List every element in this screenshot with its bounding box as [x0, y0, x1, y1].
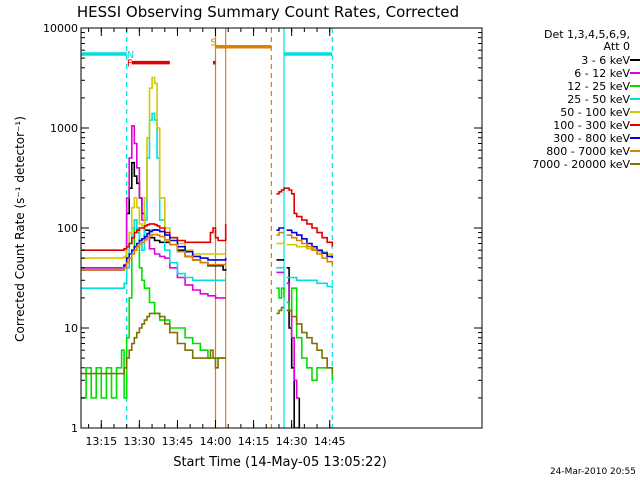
footer-timestamp: 24-Mar-2010 20:55: [550, 467, 636, 477]
series-line-8-1: [276, 306, 284, 315]
series-line-5-0: [81, 223, 227, 251]
y-tick-label-0: 1: [71, 422, 78, 435]
legend-label-7: 800 - 7000 keV: [546, 145, 630, 158]
x-tick-label-0: 13:15: [85, 435, 117, 448]
series-line-6-0: [81, 229, 227, 271]
flag-label-N: N: [127, 50, 134, 61]
x-axis-label: Start Time (14-May-05 13:05:22): [173, 455, 387, 470]
series-line-7-0: [81, 233, 227, 271]
legend-label-5: 100 - 300 keV: [553, 119, 630, 132]
series-line-8-2: [286, 309, 334, 374]
series-line-6-2: [286, 229, 334, 259]
series-line-2-1: [276, 287, 285, 299]
series-line-5-1: [276, 187, 334, 247]
legend-label-0: 3 - 6 keV: [581, 54, 630, 67]
series-line-8-0: [81, 312, 226, 375]
plot-area: NF S 1 10 100 1000 10000 13:15 13:30 13:45 14:00 14…: [43, 22, 483, 448]
y-tick-label-4: 10000: [43, 22, 78, 35]
x-tick-label-3: 14:00: [200, 435, 232, 448]
legend-label-3: 25 - 50 keV: [567, 93, 630, 106]
flag-label-S: S: [211, 38, 217, 49]
series-line-3-2: [286, 276, 334, 289]
x-tick-label-2: 13:45: [162, 435, 194, 448]
series-line-1-2: [286, 282, 300, 399]
series-line-3-0: [81, 112, 226, 289]
legend-header-1: Det 1,3,4,5,6,9,: [544, 28, 630, 41]
legend-label-8: 7000 - 20000 keV: [532, 158, 630, 171]
series-line-7-2: [286, 234, 334, 265]
flag-label-F: F: [127, 59, 133, 70]
x-tick-label-4: 14:15: [238, 435, 270, 448]
series-line-7-1: [276, 231, 284, 236]
data-layer: [81, 28, 334, 428]
x-tick-label-6: 14:45: [314, 435, 346, 448]
series-line-6-1: [276, 227, 284, 231]
legend-label-2: 12 - 25 keV: [567, 80, 630, 93]
y-tick-label-1: 10: [64, 322, 78, 335]
legend-label-1: 6 - 12 keV: [574, 67, 630, 80]
x-tick-label-1: 13:30: [124, 435, 156, 448]
x-tick-label-5: 14:30: [276, 435, 308, 448]
legend-header-2: Att 0: [604, 40, 630, 53]
series-line-4-0: [81, 76, 226, 259]
y-tick-label-2: 100: [57, 222, 78, 235]
series-line-1-0: [81, 125, 226, 299]
chart-title: HESSI Observing Summary Count Rates, Cor…: [77, 3, 459, 21]
series-line-4-1: [276, 240, 285, 245]
y-tick-label-3: 1000: [50, 122, 78, 135]
legend-label-4: 50 - 100 keV: [560, 106, 630, 119]
y-axis-label: Corrected Count Rate (s⁻¹ detector⁻¹): [13, 116, 27, 342]
legend-label-6: 300 - 800 keV: [553, 132, 630, 145]
